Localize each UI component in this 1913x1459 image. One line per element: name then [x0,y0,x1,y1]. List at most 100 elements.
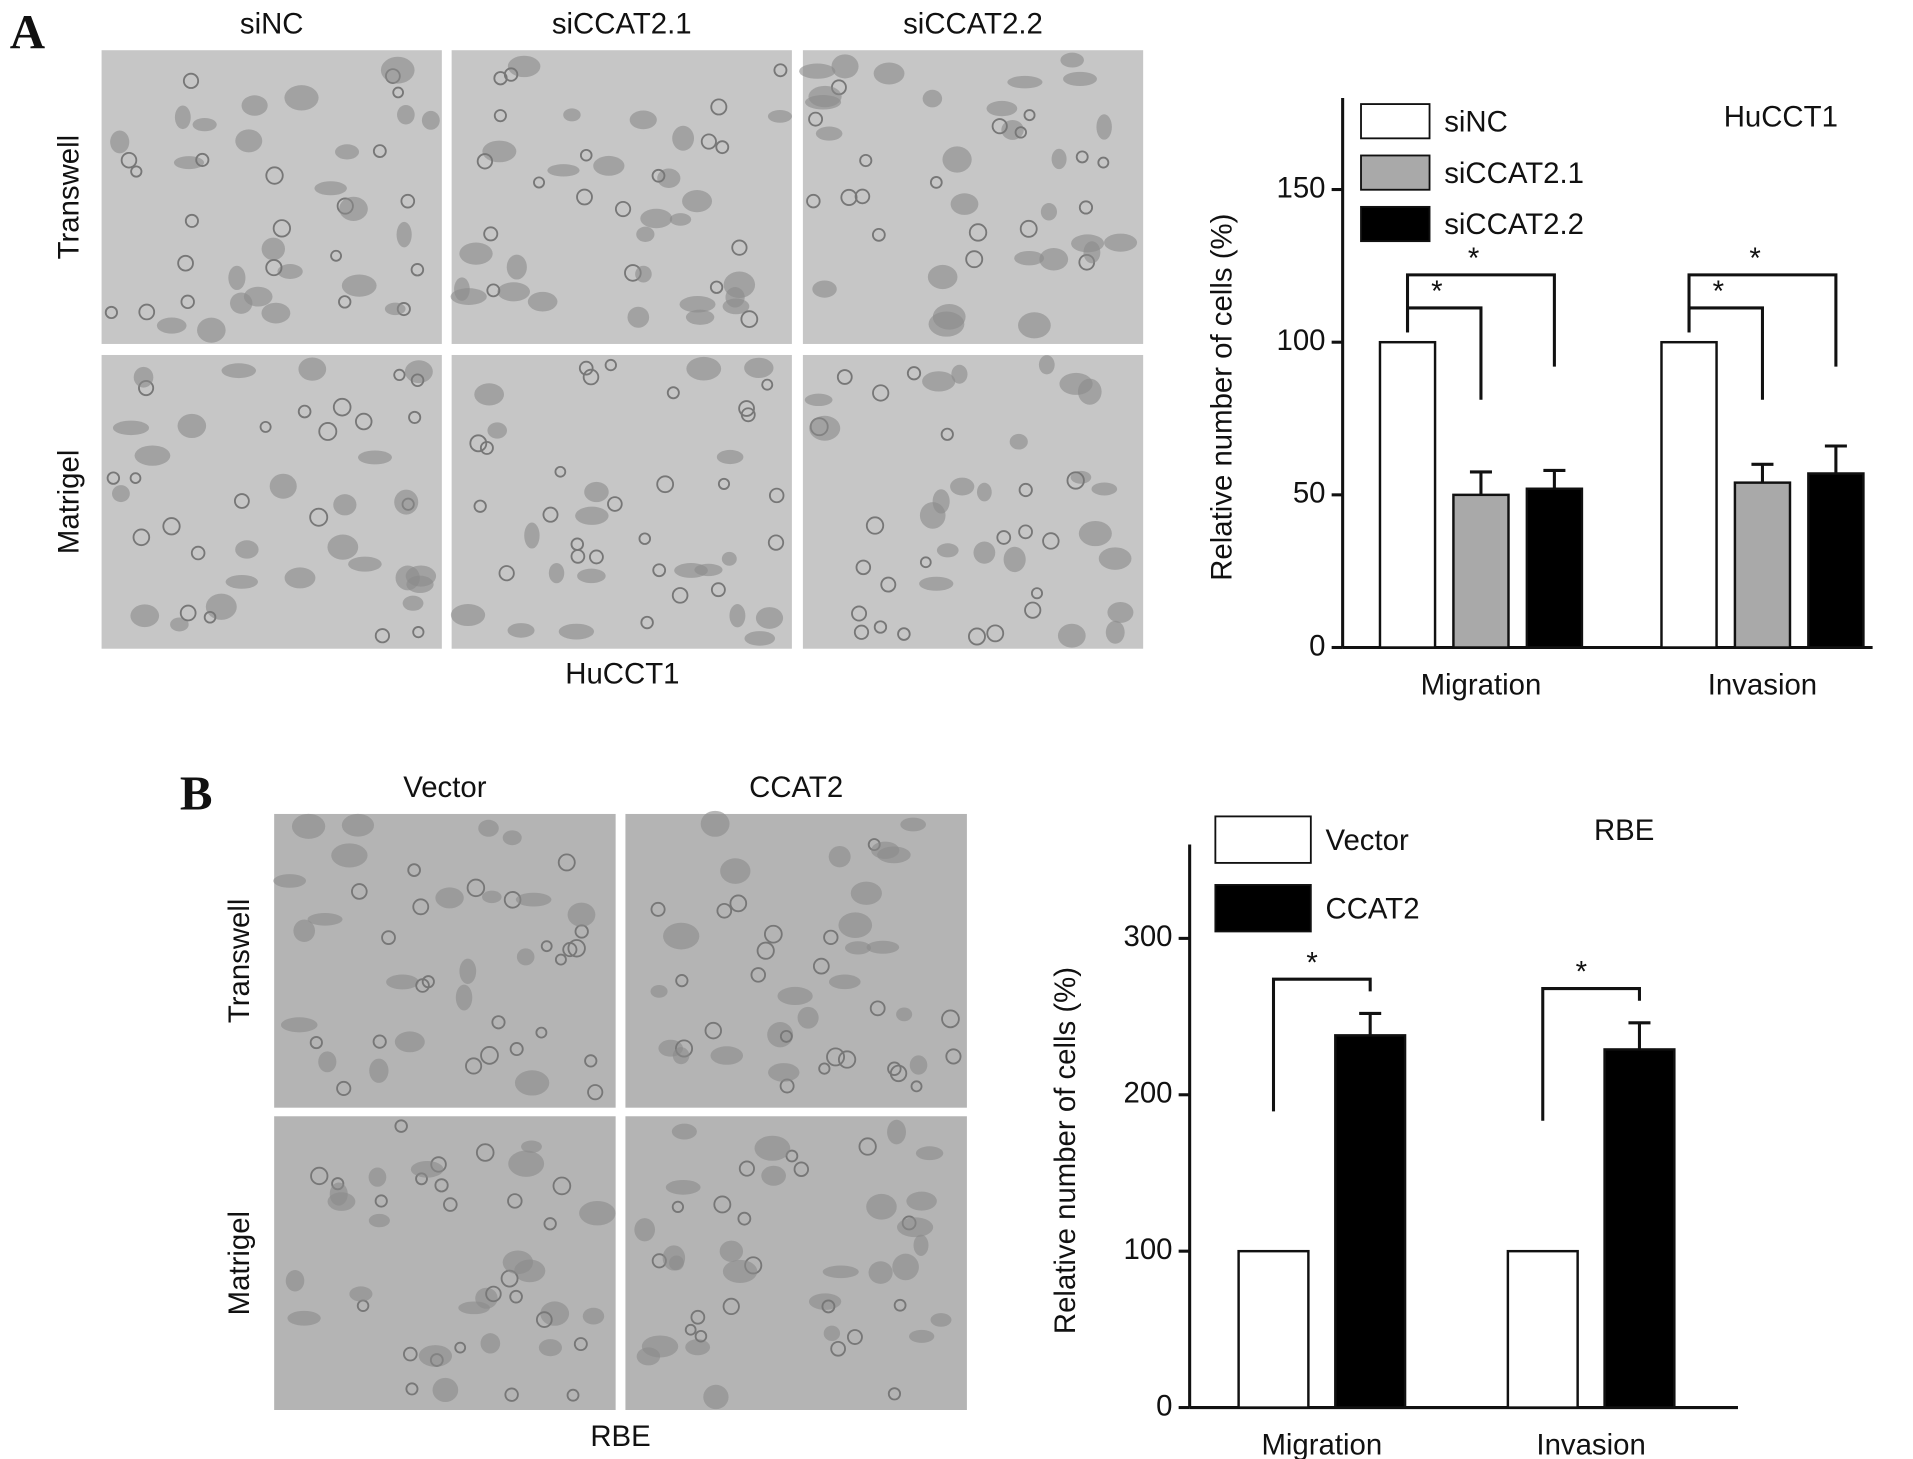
cell [293,919,316,943]
cell [177,413,207,439]
significance-bracket [1541,987,1641,1121]
cell [554,953,567,966]
bar [1603,1048,1676,1409]
cell [910,1080,923,1093]
cell [134,445,171,466]
cell [896,1217,934,1238]
cell [368,1213,390,1228]
cell [407,863,421,877]
cell [112,485,130,503]
cell [663,922,700,950]
cell [828,845,851,868]
cell [976,482,992,502]
cell [763,924,783,944]
cell [554,465,567,478]
cell [826,1047,846,1067]
cell [514,1070,550,1096]
cell [587,1084,604,1101]
cell [651,168,666,183]
cell [179,604,197,622]
cell [435,887,464,909]
y-axis-label: Relative number of cells (%) [1206,214,1239,581]
cell [897,627,911,641]
cell [922,89,943,108]
cell [940,427,954,441]
cell [540,1301,570,1326]
cell [871,227,886,242]
cell [710,98,728,116]
cell [540,940,553,953]
cell [333,494,357,516]
cell [873,62,905,85]
significance-label: * [1468,242,1479,275]
cell [720,858,751,884]
cell [269,473,297,499]
cell [562,941,578,958]
cell [672,125,695,151]
cell [566,1388,580,1402]
cell [329,1182,348,1206]
cell [710,1046,744,1065]
cell [203,610,217,624]
cell [821,1299,836,1314]
cell [579,148,593,162]
cell [478,819,499,837]
row-label: Transwell [53,135,86,260]
cell [855,559,872,576]
cell [221,363,257,379]
cell [756,941,775,960]
cell [853,624,870,640]
column-label: siNC [240,8,304,41]
y-tick-label: 150 [1277,171,1326,204]
cell [351,883,368,900]
cell [421,110,440,130]
cell [450,288,487,305]
cell [538,1339,562,1357]
cell [272,219,292,238]
significance-label: * [1713,275,1724,308]
bar [1733,481,1792,649]
cell [1104,233,1138,252]
cell [822,1265,859,1279]
cell [1107,601,1134,623]
cell [132,528,151,547]
cell [404,360,433,384]
cell [968,627,986,646]
cell [331,843,368,868]
cell [1009,433,1028,450]
cell [418,1345,453,1367]
cell [327,534,359,560]
cell [823,1325,841,1342]
cell [682,189,713,213]
cell [806,193,821,209]
cell [675,974,689,988]
cell [482,890,502,904]
cell [491,1015,506,1030]
cell [341,813,375,837]
cell [892,1253,919,1281]
cell [384,302,406,316]
cell [443,1197,458,1212]
cell [570,549,586,564]
cell [700,133,717,150]
cell [335,144,360,160]
cell [656,475,675,494]
cell [332,397,352,417]
cell [1078,520,1112,547]
cell [932,489,950,514]
cell [225,575,259,589]
cell [593,155,625,176]
cell [666,386,680,400]
cell [650,901,666,917]
cell [941,1009,960,1029]
cell [722,298,750,315]
cell [177,254,194,272]
significance-label: * [1749,242,1760,275]
x-tick-label: Migration [1421,668,1542,701]
bar [1334,1034,1407,1409]
cell [432,1377,459,1403]
cell [459,242,493,265]
cell [635,265,652,283]
legend-swatch [1214,815,1312,864]
